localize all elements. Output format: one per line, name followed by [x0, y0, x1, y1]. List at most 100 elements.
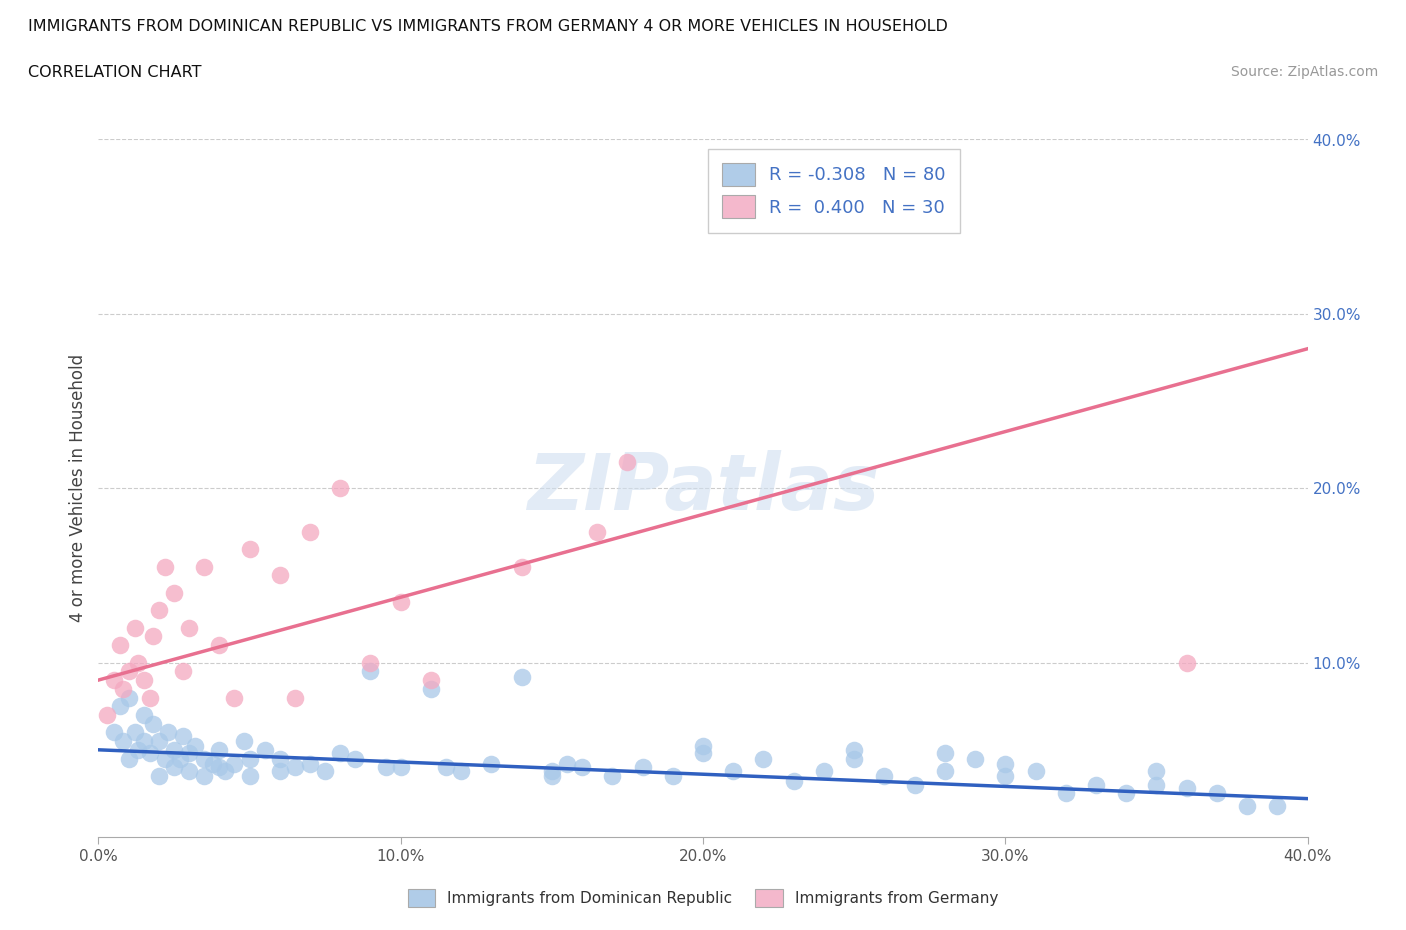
Point	[108, 638, 131, 653]
Point	[142, 716, 165, 731]
Point	[169, 751, 191, 766]
Point	[208, 760, 231, 775]
Point	[214, 764, 236, 778]
Point	[163, 760, 186, 775]
Point	[555, 756, 578, 771]
Point	[419, 672, 441, 687]
Point	[177, 746, 201, 761]
Point	[314, 764, 336, 778]
Point	[239, 542, 262, 557]
Point	[224, 690, 246, 705]
Point	[510, 559, 533, 574]
Point	[450, 764, 472, 778]
Point	[631, 760, 654, 775]
Point	[934, 764, 956, 778]
Point	[124, 725, 146, 740]
Point	[1024, 764, 1046, 778]
Point	[374, 760, 396, 775]
Point	[148, 603, 170, 618]
Point	[224, 756, 246, 771]
Point	[253, 742, 276, 757]
Point	[153, 751, 176, 766]
Point	[127, 655, 149, 670]
Point	[1206, 786, 1229, 801]
Point	[934, 746, 956, 761]
Point	[193, 751, 215, 766]
Point	[360, 655, 382, 670]
Point	[124, 620, 146, 635]
Point	[813, 764, 835, 778]
Point	[844, 751, 866, 766]
Point	[510, 670, 533, 684]
Point	[232, 734, 254, 749]
Point	[1115, 786, 1137, 801]
Point	[193, 768, 215, 783]
Point	[434, 760, 457, 775]
Point	[108, 698, 131, 713]
Point	[284, 690, 307, 705]
Point	[153, 559, 176, 574]
Point	[752, 751, 775, 766]
Point	[616, 455, 638, 470]
Point	[586, 525, 609, 539]
Point	[782, 774, 804, 789]
Point	[661, 768, 683, 783]
Point	[139, 746, 162, 761]
Point	[118, 751, 141, 766]
Point	[172, 664, 194, 679]
Point	[163, 742, 186, 757]
Point	[329, 746, 352, 761]
Point	[299, 525, 322, 539]
Point	[132, 734, 155, 749]
Point	[571, 760, 593, 775]
Point	[148, 734, 170, 749]
Point	[202, 756, 225, 771]
Point	[156, 725, 179, 740]
Point	[284, 760, 307, 775]
Point	[132, 708, 155, 723]
Point	[540, 768, 562, 783]
Point	[96, 708, 118, 723]
Text: Source: ZipAtlas.com: Source: ZipAtlas.com	[1230, 65, 1378, 79]
Point	[269, 751, 291, 766]
Point	[1265, 798, 1288, 813]
Y-axis label: 4 or more Vehicles in Household: 4 or more Vehicles in Household	[69, 354, 87, 622]
Point	[184, 738, 207, 753]
Point	[208, 742, 231, 757]
Point	[1175, 781, 1198, 796]
Point	[994, 768, 1017, 783]
Point	[177, 764, 201, 778]
Point	[692, 738, 714, 753]
Point	[139, 690, 162, 705]
Point	[360, 664, 382, 679]
Point	[419, 682, 441, 697]
Point	[172, 728, 194, 743]
Point	[193, 559, 215, 574]
Text: CORRELATION CHART: CORRELATION CHART	[28, 65, 201, 80]
Point	[208, 638, 231, 653]
Point	[389, 594, 412, 609]
Point	[389, 760, 412, 775]
Point	[721, 764, 744, 778]
Point	[965, 751, 987, 766]
Point	[269, 764, 291, 778]
Point	[1175, 655, 1198, 670]
Point	[904, 777, 927, 792]
Point	[103, 672, 125, 687]
Point	[148, 768, 170, 783]
Point	[269, 568, 291, 583]
Point	[540, 764, 562, 778]
Point	[873, 768, 896, 783]
Text: IMMIGRANTS FROM DOMINICAN REPUBLIC VS IMMIGRANTS FROM GERMANY 4 OR MORE VEHICLES: IMMIGRANTS FROM DOMINICAN REPUBLIC VS IM…	[28, 19, 948, 33]
Point	[127, 742, 149, 757]
Point	[844, 742, 866, 757]
Point	[177, 620, 201, 635]
Point	[299, 756, 322, 771]
Point	[1054, 786, 1077, 801]
Point	[692, 746, 714, 761]
Point	[602, 768, 624, 783]
Point	[481, 756, 503, 771]
Point	[994, 756, 1017, 771]
Point	[132, 672, 155, 687]
Point	[1144, 777, 1167, 792]
